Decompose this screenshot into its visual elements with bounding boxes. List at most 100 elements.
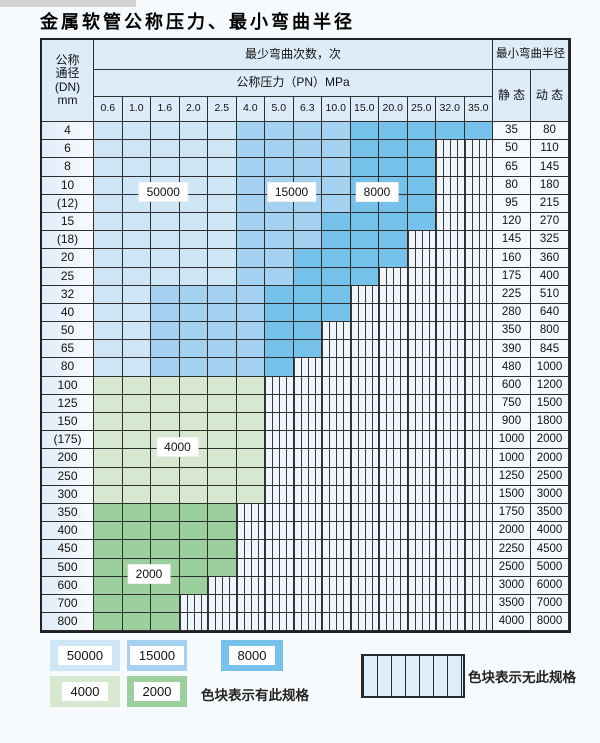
no-spec-cell — [407, 467, 436, 486]
zone-cell-15000 — [265, 140, 294, 159]
no-spec-cell — [208, 594, 237, 614]
zone-cell-15000 — [265, 249, 294, 268]
header-pressure-value: 20.0 — [379, 97, 408, 122]
dynamic-radius-cell: 4500 — [531, 540, 569, 559]
zone-cell-2000 — [179, 576, 208, 595]
zone-cell-15000 — [236, 249, 265, 268]
dynamic-radius-cell: 80 — [531, 122, 569, 141]
zone-cell-15000 — [322, 176, 351, 195]
zone-cell-8000 — [350, 249, 379, 268]
zone-cell-2000 — [151, 540, 180, 559]
no-spec-cell — [236, 503, 265, 523]
dn-cell: (18) — [42, 231, 94, 250]
zone-cell-15000 — [208, 358, 237, 377]
no-spec-cell — [379, 285, 408, 304]
static-radius-cell: 35 — [493, 122, 531, 141]
zone-cell-15000 — [322, 140, 351, 159]
zone-cell-4000 — [179, 394, 208, 413]
dynamic-radius-cell: 2000 — [531, 449, 569, 468]
no-spec-cell — [322, 449, 351, 468]
dynamic-radius-cell: 360 — [531, 249, 569, 268]
legend-swatch-8000: 8000 — [221, 640, 283, 671]
zone-cell-4000 — [94, 467, 123, 486]
no-spec-cell — [208, 576, 237, 595]
no-spec-cell — [379, 267, 408, 286]
no-spec-cell — [436, 322, 465, 341]
no-spec-cell — [322, 558, 351, 577]
no-spec-cell — [265, 467, 294, 486]
no-spec-cell — [464, 413, 493, 432]
no-spec-cell — [407, 394, 436, 413]
zone-cell-15000 — [179, 303, 208, 323]
header-pressure-value: 4.0 — [236, 97, 265, 122]
zone-cell-4000 — [94, 431, 123, 450]
zone-cell-4000 — [208, 413, 237, 432]
zone-cell-50000 — [122, 285, 151, 304]
zone-cell-8000 — [407, 176, 436, 195]
legend-swatch-4000: 4000 — [50, 676, 120, 707]
zone-cell-50000 — [122, 267, 151, 286]
dynamic-radius-cell: 510 — [531, 285, 569, 304]
no-spec-cell — [436, 249, 465, 268]
no-spec-cell — [293, 540, 322, 559]
region-label-2000: 2000 — [128, 565, 170, 583]
no-spec-cell — [436, 267, 465, 286]
zone-cell-4000 — [208, 394, 237, 413]
zone-cell-8000 — [293, 267, 322, 286]
static-radius-cell: 65 — [493, 158, 531, 177]
legend-value: 8000 — [228, 646, 276, 665]
zone-cell-8000 — [322, 212, 351, 232]
zone-cell-8000 — [407, 140, 436, 159]
dn-cell: 65 — [42, 340, 94, 359]
dynamic-radius-cell: 1000 — [531, 358, 569, 377]
no-spec-cell — [464, 358, 493, 377]
zone-cell-50000 — [122, 303, 151, 323]
zone-cell-50000 — [179, 249, 208, 268]
dynamic-radius-cell: 110 — [531, 140, 569, 159]
dn-cell: 125 — [42, 394, 94, 413]
no-spec-cell — [379, 467, 408, 486]
zone-cell-4000 — [151, 376, 180, 395]
static-radius-cell: 1250 — [493, 467, 531, 486]
no-spec-cell — [350, 594, 379, 614]
static-radius-cell: 175 — [493, 267, 531, 286]
static-radius-cell: 95 — [493, 194, 531, 213]
zone-cell-4000 — [122, 449, 151, 468]
zone-cell-2000 — [122, 540, 151, 559]
zone-cell-8000 — [265, 285, 294, 304]
no-spec-cell — [407, 449, 436, 468]
no-spec-cell — [379, 522, 408, 541]
zone-cell-50000 — [208, 249, 237, 268]
no-spec-cell — [236, 558, 265, 577]
legend-value: 15000 — [129, 646, 185, 665]
static-radius-cell: 750 — [493, 394, 531, 413]
static-radius-cell: 3500 — [493, 594, 531, 614]
dn-cell: 600 — [42, 576, 94, 595]
zone-cell-4000 — [208, 485, 237, 504]
zone-cell-50000 — [122, 249, 151, 268]
no-spec-cell — [350, 358, 379, 377]
static-radius-cell: 225 — [493, 285, 531, 304]
legend-swatch-2000: 2000 — [127, 676, 187, 707]
dynamic-radius-cell: 640 — [531, 303, 569, 323]
region-label-50000: 50000 — [139, 182, 187, 201]
no-spec-cell — [464, 340, 493, 359]
zone-cell-4000 — [179, 376, 208, 395]
no-spec-cell — [464, 231, 493, 250]
zone-cell-4000 — [122, 431, 151, 450]
no-spec-cell — [464, 594, 493, 614]
dn-cell: 200 — [42, 449, 94, 468]
zone-cell-2000 — [179, 540, 208, 559]
static-radius-cell: 1750 — [493, 503, 531, 523]
zone-cell-50000 — [94, 140, 123, 159]
zone-cell-15000 — [322, 158, 351, 177]
no-spec-cell — [293, 358, 322, 377]
zone-cell-50000 — [122, 340, 151, 359]
dynamic-radius-cell: 145 — [531, 158, 569, 177]
dn-cell: 250 — [42, 467, 94, 486]
zone-cell-8000 — [407, 158, 436, 177]
no-spec-cell — [293, 485, 322, 504]
no-spec-cell — [265, 449, 294, 468]
no-spec-cell — [208, 613, 237, 632]
no-spec-cell — [464, 376, 493, 395]
